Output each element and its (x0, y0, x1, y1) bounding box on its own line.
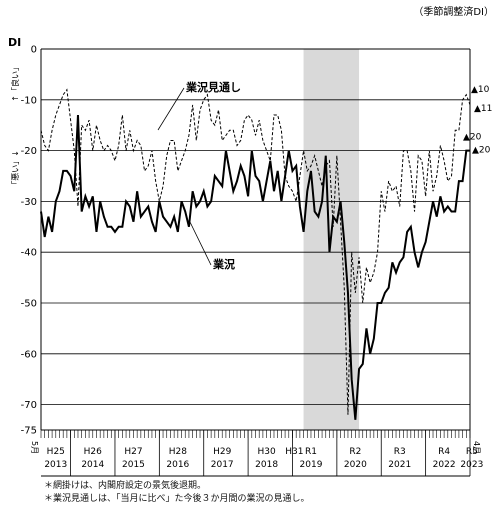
x-end-month-label: 4月 (472, 441, 481, 454)
y-tick-label: -20 (21, 146, 37, 157)
y-tick-label: 0 (31, 45, 37, 56)
y-tick-label: -75 (21, 426, 37, 437)
x-era-label: R3 (394, 447, 406, 457)
end-value-label: ▲10 (471, 85, 490, 95)
y-axis-label-bad: 「悪い」↓ (11, 150, 20, 189)
x-era-label: R1 (305, 447, 317, 457)
x-year-label: 2015 (122, 460, 145, 470)
x-year-label: 2021 (388, 460, 411, 470)
x-era-label: H25 (47, 447, 65, 457)
series-line-business-outlook (40, 88, 471, 415)
x-year-label: 2014 (81, 460, 104, 470)
end-value-label: ▲20 (463, 133, 482, 143)
x-year-label: 2023 (460, 460, 483, 470)
header-note: （季節調整済DI） (413, 5, 494, 18)
footnote-2: ＊業況見通しは、「当月に比べ」た今後３か月間の業況の見通し。 (44, 494, 310, 504)
x-era-label: H31 (285, 447, 303, 457)
y-axis-title: DI (8, 36, 21, 49)
end-value-label: ▲20 (472, 146, 491, 156)
x-era-label: R2 (349, 447, 361, 457)
x-start-month-label: 5月 (30, 441, 39, 454)
leader-line-forecast (157, 87, 185, 131)
plot-area: 0 -10 -20 -30 -40 -50 -60 -70 -75 H25 2013 H26 2014 H… (21, 45, 492, 477)
x-year-label: 2020 (344, 460, 367, 470)
x-year-label: 2019 (300, 460, 323, 470)
series-label-forecast: 業況見通し (185, 80, 241, 94)
leader-line-conditions (189, 221, 212, 266)
x-year-label: 2013 (44, 460, 67, 470)
x-era-label: H27 (124, 447, 142, 457)
y-tick-label: -10 (21, 95, 37, 106)
y-tick-label: -60 (21, 349, 37, 360)
x-year-label: 2017 (211, 460, 234, 470)
x-era-label: H29 (213, 447, 231, 457)
y-tick-label: -70 (21, 400, 37, 411)
x-era-label: H28 (169, 447, 187, 457)
x-era-label: R5 (466, 447, 478, 457)
footnote-1: ＊網掛けは、内閣府設定の景気後退期。 (44, 481, 207, 491)
end-value-label: ▲11 (474, 104, 492, 114)
x-year-label: 2016 (166, 460, 189, 470)
y-tick-label: -40 (21, 248, 37, 259)
y-tick-label: -50 (21, 299, 37, 310)
series-line-business-conditions (40, 114, 470, 420)
series-label-conditions: 業況 (212, 257, 235, 271)
x-year-label: 2018 (255, 460, 278, 470)
x-era-label: H26 (84, 447, 102, 457)
x-era-label: H30 (257, 447, 275, 457)
y-tick-label: -30 (21, 197, 37, 208)
y-axis-label-good: ↑「良い」 (10, 63, 20, 102)
x-era-label: R4 (438, 447, 450, 457)
x-year-label: 2022 (433, 460, 456, 470)
